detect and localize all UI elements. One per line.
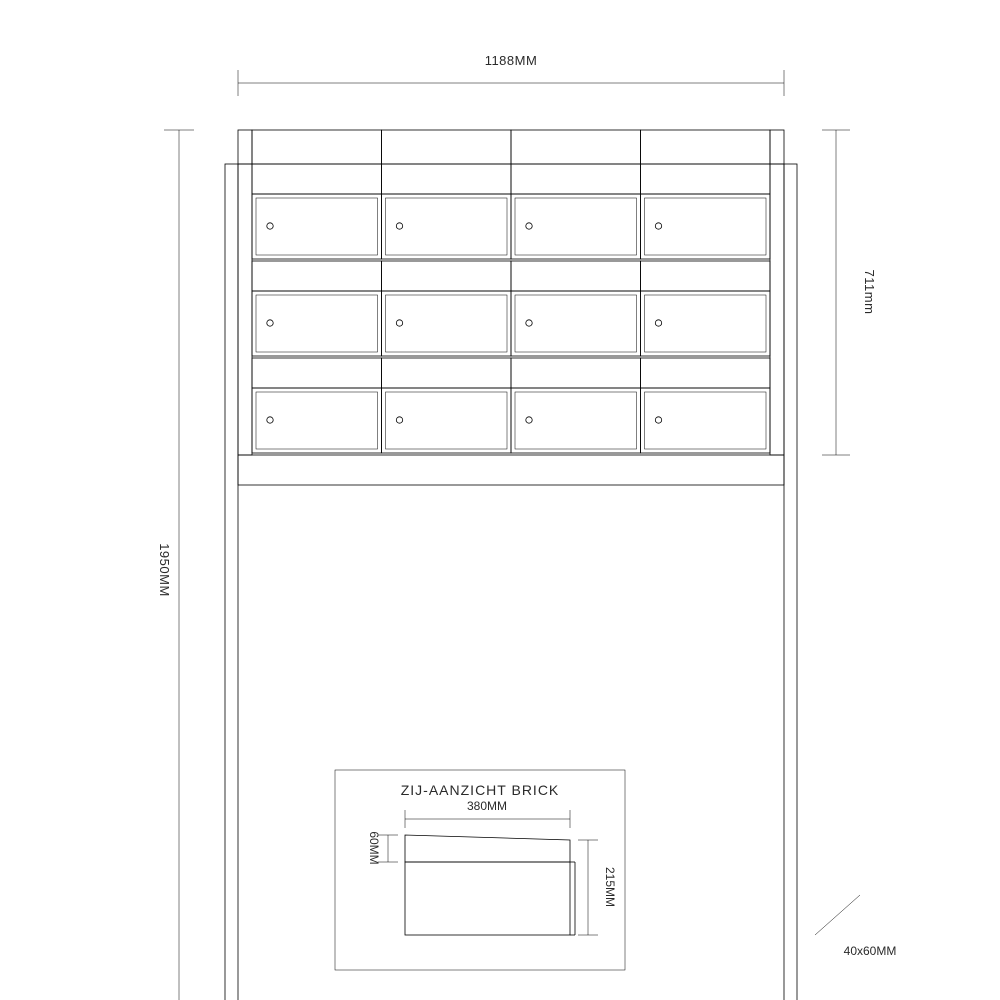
dim-width-top-label: 1188MM	[485, 53, 538, 68]
right-post	[784, 164, 797, 1000]
side-view-width-label: 380MM	[467, 799, 507, 813]
dimension-post-cross-section: 40x60MM	[815, 895, 896, 958]
side-view-dim-top-height: 60MM	[367, 831, 398, 864]
mailbox-cell	[511, 358, 641, 453]
mailbox-row	[252, 358, 770, 453]
technical-drawing: 1188MM 711mm 1950MM	[0, 0, 1000, 1000]
mailbox-cell	[252, 261, 382, 356]
mailbox-cell	[382, 358, 512, 453]
side-view-top-height-label: 60MM	[367, 831, 381, 864]
mailbox-front-view	[225, 130, 797, 1000]
dimension-left-total-height: 1950MM	[157, 130, 194, 1000]
dim-post-label: 40x60MM	[844, 944, 897, 958]
side-view-panel: ZIJ-AANZICHT BRICK 380MM 60MM 215MM	[335, 770, 625, 970]
side-view-right-height-label: 215MM	[603, 867, 617, 907]
side-view-title: ZIJ-AANZICHT BRICK	[401, 782, 560, 798]
mailbox-cell	[641, 164, 771, 259]
left-post	[225, 164, 238, 1000]
mailbox-row	[252, 164, 770, 259]
dimension-top-width: 1188MM	[238, 53, 784, 96]
mailbox-cell	[382, 261, 512, 356]
mailbox-cell	[641, 358, 771, 453]
dim-height-left-label: 1950MM	[157, 543, 172, 597]
mailbox-cell	[511, 164, 641, 259]
side-view-dim-width: 380MM	[405, 799, 570, 828]
side-view-shape	[405, 835, 575, 935]
mailbox-cell	[511, 261, 641, 356]
top-caps-row	[252, 130, 770, 164]
mailbox-cell	[252, 164, 382, 259]
mailbox-cell	[382, 164, 512, 259]
mailbox-cell	[252, 358, 382, 453]
mailbox-grid	[252, 164, 770, 453]
mailbox-cell	[641, 261, 771, 356]
dim-height-right-label: 711mm	[862, 270, 877, 315]
mailbox-row	[252, 261, 770, 356]
side-view-dim-right-height: 215MM	[578, 840, 617, 935]
dimension-right-height: 711mm	[822, 130, 877, 455]
